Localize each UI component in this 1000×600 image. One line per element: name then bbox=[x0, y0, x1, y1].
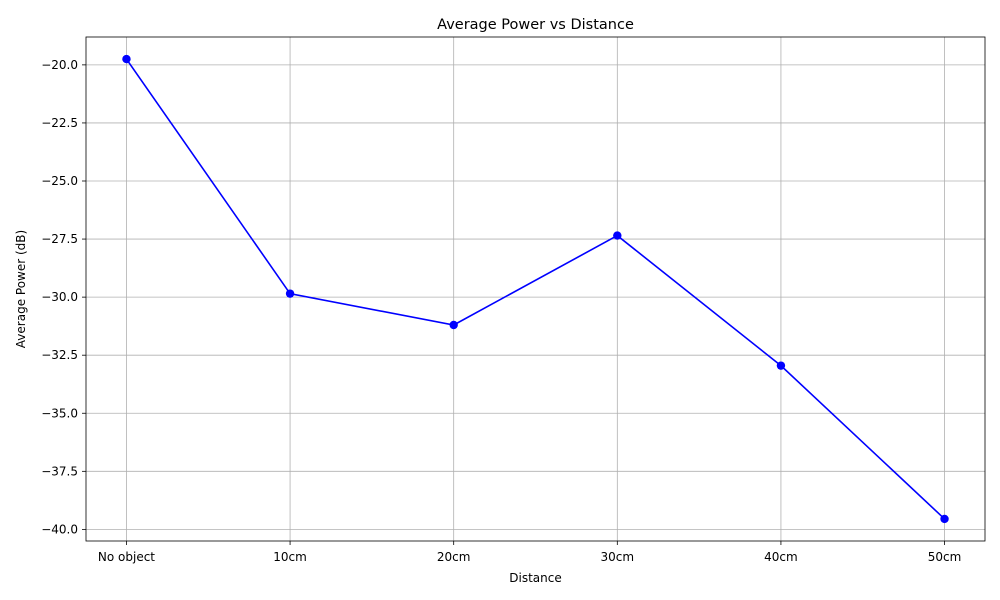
plot-frame bbox=[85, 36, 986, 542]
y-tick-label: −40.0 bbox=[41, 522, 78, 536]
data-point bbox=[776, 361, 786, 370]
chart-title: Average Power vs Distance bbox=[437, 17, 634, 33]
x-axis-label: Distance bbox=[509, 571, 561, 585]
y-axis-label: Average Power (dB) bbox=[14, 230, 28, 348]
series-line bbox=[125, 58, 946, 520]
x-tick-label: 20cm bbox=[437, 550, 471, 564]
y-tick-label: −25.0 bbox=[41, 174, 78, 188]
y-tick-label: −20.0 bbox=[41, 58, 78, 72]
x-tick-label: 50cm bbox=[928, 550, 962, 564]
grid-layer bbox=[86, 37, 985, 541]
data-point bbox=[449, 320, 458, 330]
x-tick-label: 40cm bbox=[764, 550, 798, 564]
series-layer bbox=[122, 54, 949, 524]
data-point bbox=[285, 289, 295, 298]
data-point bbox=[122, 54, 131, 64]
data-point bbox=[940, 514, 949, 524]
x-tick-label: No object bbox=[98, 550, 155, 564]
y-tick-label: −32.5 bbox=[41, 348, 78, 362]
y-tick-label: −27.5 bbox=[41, 232, 78, 246]
y-tick-label: −37.5 bbox=[41, 464, 78, 478]
x-tick-label: 10cm bbox=[273, 550, 307, 564]
y-tick-label: −35.0 bbox=[41, 406, 78, 420]
tick-layer: No object 10cm 20cm 30cm 40cm 50cm −20.0 −22.5 −… bbox=[41, 58, 961, 564]
data-point bbox=[613, 231, 622, 240]
x-tick-label: 30cm bbox=[601, 550, 635, 564]
y-tick-label: −30.0 bbox=[41, 290, 78, 304]
y-tick-label: −22.5 bbox=[41, 116, 78, 130]
